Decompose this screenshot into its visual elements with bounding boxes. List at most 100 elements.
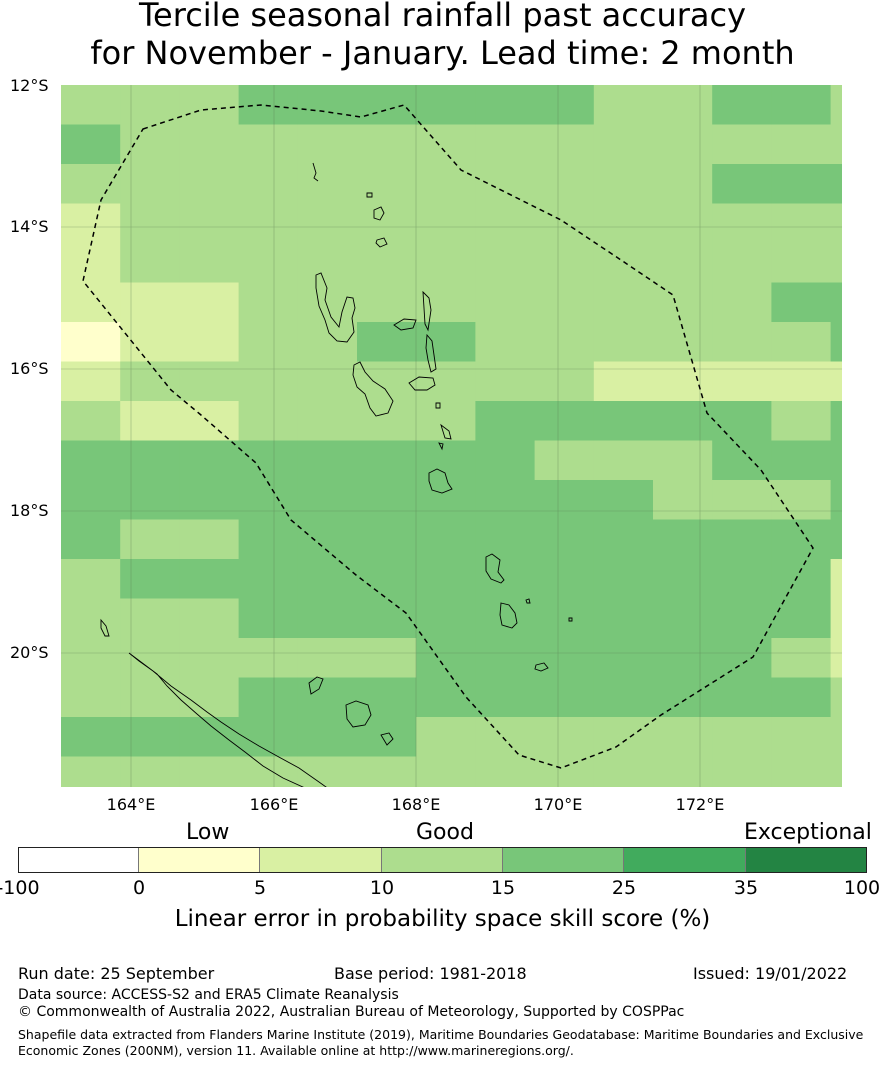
grid-cell [771,164,832,205]
grid-cell [712,756,772,787]
lon-label-164E: 164°E [106,795,156,814]
grid-cell [357,282,417,323]
grid-cell [179,717,240,758]
grid-cell [593,559,654,600]
grid-cell [593,85,654,126]
grid-cell [357,480,417,521]
grid-cell [830,598,842,639]
grid-cell [712,480,772,521]
grid-cell [61,440,121,481]
grid-cell [534,440,595,481]
island-ouvea [308,676,324,695]
colorbar-segment-7 [746,847,867,873]
grid-cell [653,124,713,165]
grid-cell [712,440,772,481]
grid-cell [357,677,417,718]
colorbar-tick: 15 [490,877,516,899]
grid-cell [593,124,654,165]
grid-cell [653,440,713,481]
grid-cell [120,203,180,244]
grid-cell [120,243,180,284]
grid-cell [297,638,358,679]
grid-cell [357,598,417,639]
grid-cell [357,401,417,442]
grid-cell [712,401,772,442]
grid-cell [771,638,832,679]
grid-cell [120,598,180,639]
grid-cell [830,282,842,323]
grid-cell [179,85,240,126]
grid-cell [830,361,842,402]
grid-cell [534,203,595,244]
grid-cell [416,480,476,521]
island-epi [440,423,452,440]
island-efate [428,468,453,494]
skill-score-map [61,85,842,787]
grid-cell [475,440,536,481]
grid-cell [771,85,832,126]
grid-cell [238,559,299,600]
grid-cell [653,756,713,787]
grid-cell [179,677,240,718]
grid-cell [238,243,299,284]
grid-cell [357,559,417,600]
grid-cell [593,598,654,639]
grid-cell [357,243,417,284]
grid-cell [238,203,299,244]
grid-cell [357,203,417,244]
grid-cell [771,717,832,758]
grid-cell [771,677,832,718]
lon-label-172E: 172°E [675,795,725,814]
grid-cell [771,440,832,481]
colorbar-tick: -100 [0,877,40,899]
grid-cell [653,361,713,402]
grid-cell [830,203,842,244]
grid-cell [830,401,842,442]
grid-cell [61,598,121,639]
grid-cell [653,282,713,323]
grid-cell [179,440,240,481]
grid-cell [653,85,713,126]
lat-label-14S: 14°S [10,217,49,236]
grid-cell [534,559,595,600]
grid-cell [416,243,476,284]
grid-cell [593,203,654,244]
colorbar-segment-5 [503,847,624,873]
grid-cell [534,519,595,560]
grid-cell [179,480,240,521]
grid-cell [297,440,358,481]
grid-cell [771,401,832,442]
grid-cell [712,85,772,126]
colorbar-tick: 5 [253,877,267,899]
grid-cell [534,85,595,126]
base-period: Base period: 1981-2018 [334,964,527,983]
map-canvas [61,85,842,787]
coastlines [100,162,573,787]
grid-cell [534,677,595,718]
grid-cell [357,440,417,481]
island-ambae [393,318,417,331]
grid-cell [238,519,299,560]
colorbar-segment-6 [624,847,746,873]
grid-cell [297,677,358,718]
grid-cell [712,638,772,679]
grid-cell [712,282,772,323]
island-erromango [485,553,505,584]
island-paama [435,402,441,409]
grid-cell [357,519,417,560]
grid-cell [475,361,536,402]
grid-cell [712,677,772,718]
grid-cell [534,164,595,205]
island-banks-3 [375,237,388,248]
grid-cell [179,322,240,363]
colorbar-segment-2 [139,847,260,873]
island-espiritu-santo [315,272,356,343]
grid-cell [830,519,842,560]
grid-cell [416,638,476,679]
grid-cell [830,164,842,205]
grid-cell [771,756,832,787]
grid-cell [712,203,772,244]
grid-cell [830,85,842,126]
grid-cell [593,282,654,323]
grid-cell [179,361,240,402]
